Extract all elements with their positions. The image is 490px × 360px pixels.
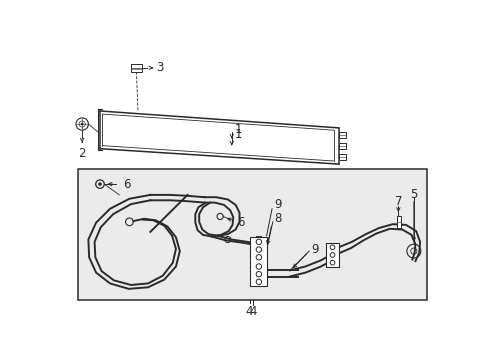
Text: 9: 9	[274, 198, 282, 211]
Text: 3: 3	[157, 61, 164, 74]
Bar	[339, 143, 346, 149]
Text: 1: 1	[234, 123, 242, 136]
Text: 7: 7	[394, 195, 402, 208]
Text: 8: 8	[274, 212, 282, 225]
Text: 4: 4	[246, 305, 253, 318]
Text: 5: 5	[410, 188, 417, 201]
Text: 4: 4	[249, 305, 256, 318]
Bar	[131, 64, 142, 72]
Text: 1: 1	[234, 127, 242, 140]
Bar	[339, 132, 346, 138]
Bar	[397, 216, 401, 228]
Text: 6: 6	[123, 177, 131, 190]
Bar	[250, 237, 268, 286]
Bar	[78, 169, 427, 300]
Text: 2: 2	[78, 147, 86, 160]
Circle shape	[98, 183, 101, 186]
Text: 9: 9	[311, 243, 319, 256]
Bar	[339, 154, 346, 159]
Bar	[326, 243, 339, 266]
Circle shape	[81, 123, 83, 125]
Text: 6: 6	[237, 216, 245, 229]
